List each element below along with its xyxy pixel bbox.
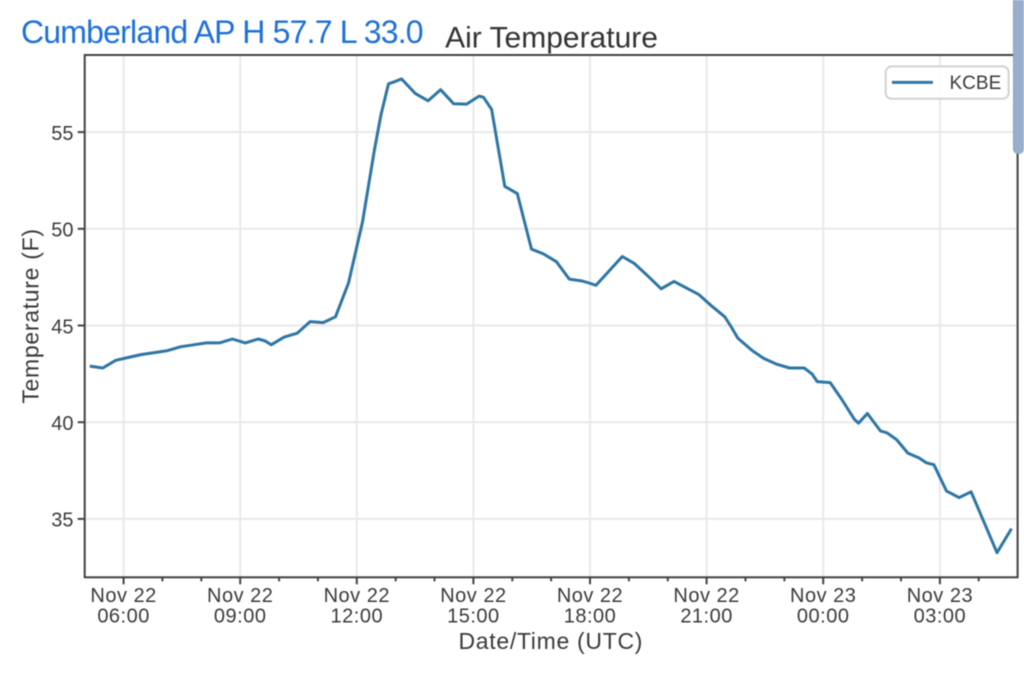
- svg-text:12:00: 12:00: [331, 606, 384, 628]
- svg-text:03:00: 03:00: [914, 606, 967, 628]
- svg-text:15:00: 15:00: [447, 606, 500, 628]
- svg-text:Date/Time (UTC): Date/Time (UTC): [458, 628, 643, 654]
- svg-text:Temperature (F): Temperature (F): [18, 228, 44, 403]
- svg-text:00:00: 00:00: [797, 606, 850, 628]
- svg-text:Nov 22: Nov 22: [557, 585, 623, 607]
- svg-text:Nov 22: Nov 22: [207, 585, 273, 607]
- svg-text:55: 55: [51, 123, 73, 145]
- svg-text:Air Temperature: Air Temperature: [445, 21, 658, 54]
- svg-text:50: 50: [51, 220, 73, 242]
- svg-text:21:00: 21:00: [680, 606, 733, 628]
- svg-text:40: 40: [51, 413, 73, 435]
- svg-text:06:00: 06:00: [97, 606, 150, 628]
- svg-text:Nov 22: Nov 22: [90, 585, 156, 607]
- svg-text:Nov 23: Nov 23: [790, 585, 856, 607]
- svg-text:KCBE: KCBE: [950, 73, 1002, 94]
- svg-text:Nov 22: Nov 22: [324, 585, 390, 607]
- svg-text:Nov 22: Nov 22: [440, 585, 506, 607]
- svg-text:45: 45: [51, 316, 73, 338]
- svg-text:Nov 22: Nov 22: [673, 585, 739, 607]
- svg-text:35: 35: [51, 510, 73, 532]
- svg-text:18:00: 18:00: [564, 606, 617, 628]
- svg-text:09:00: 09:00: [214, 606, 267, 628]
- svg-text:Nov 23: Nov 23: [907, 585, 973, 607]
